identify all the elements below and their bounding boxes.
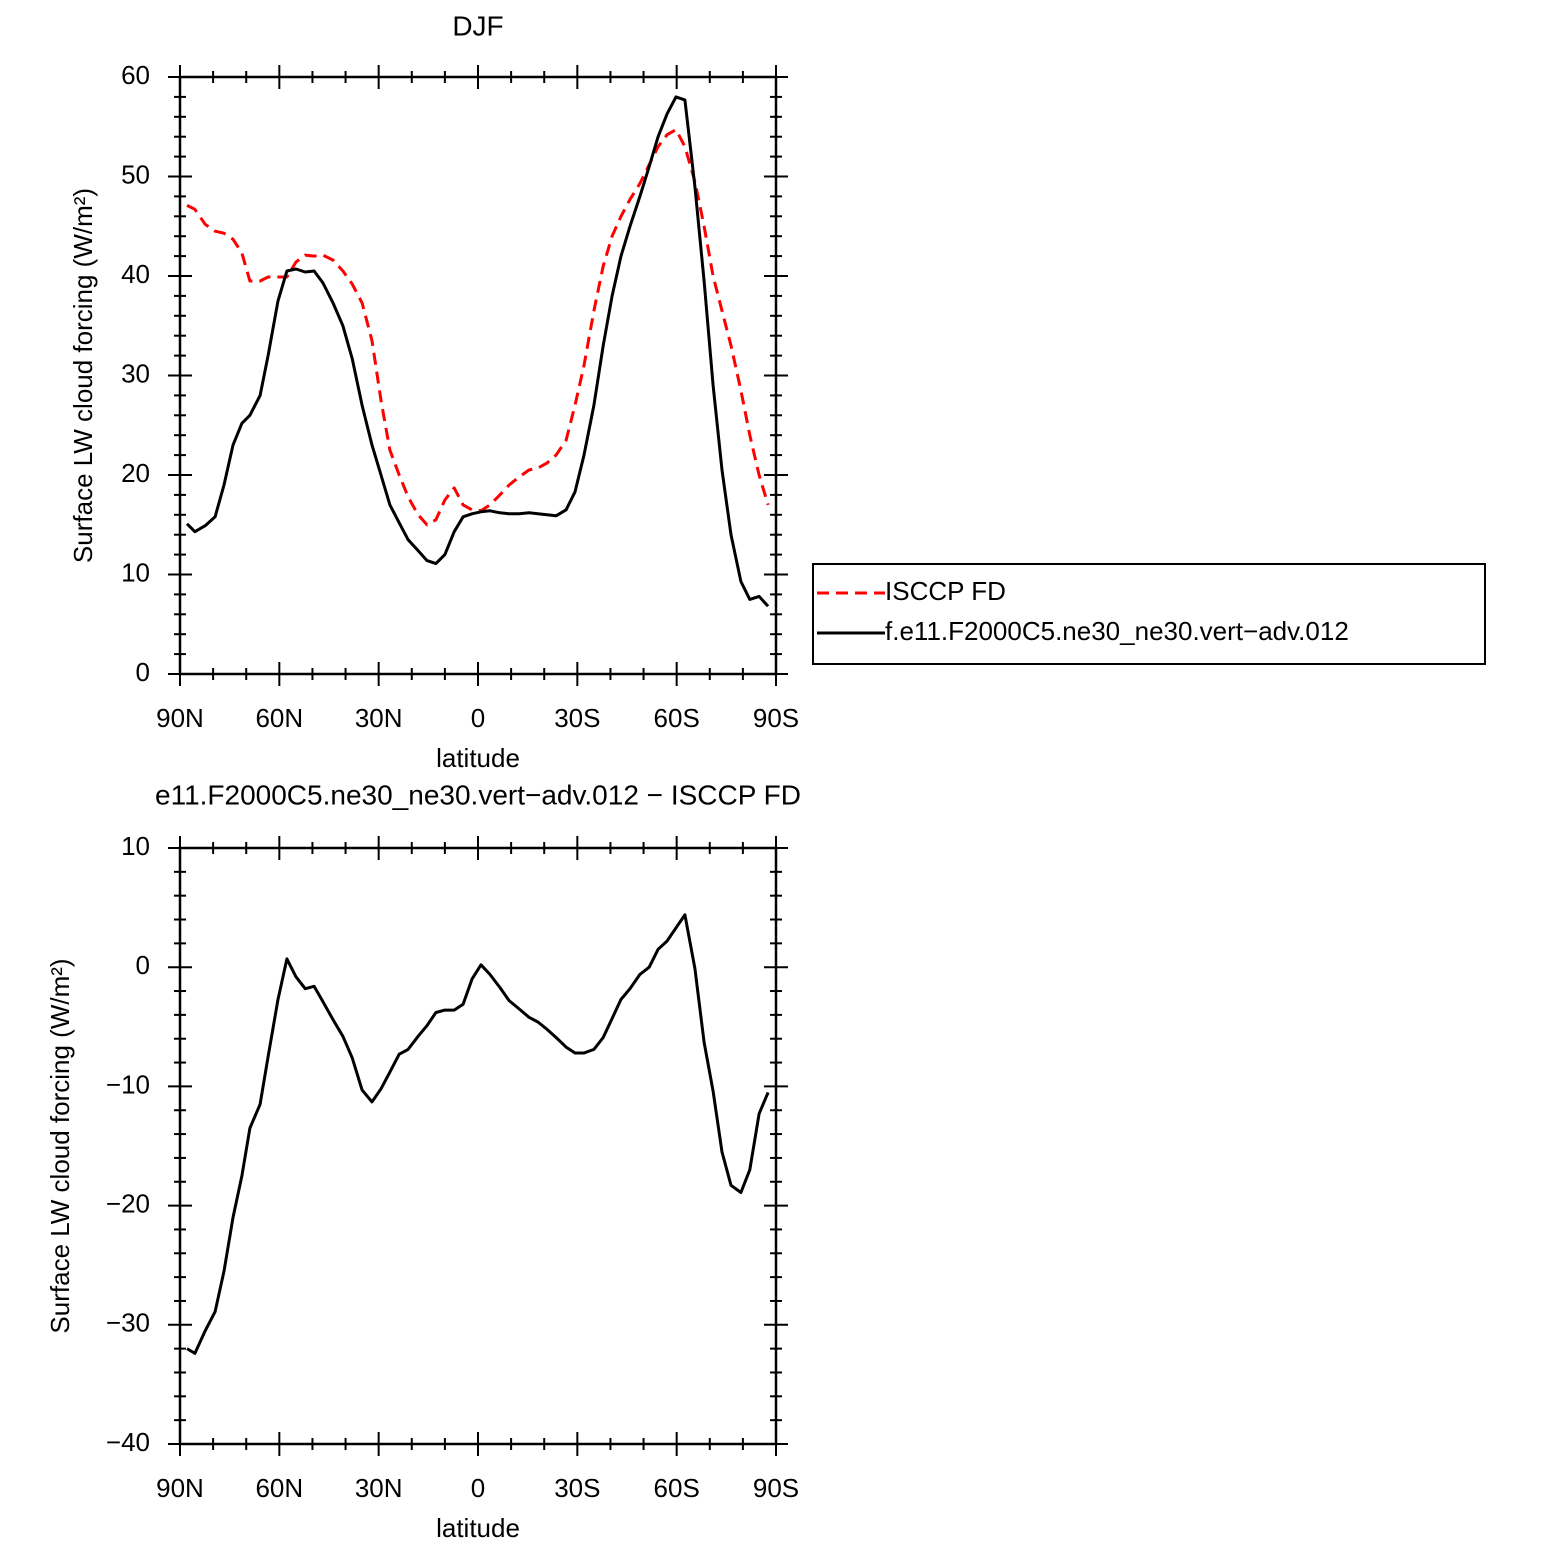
x-tick-label: 30S	[554, 1473, 600, 1503]
x-tick-label: 0	[471, 703, 485, 733]
series-line	[186, 128, 770, 527]
y-tick-label: 30	[121, 358, 150, 388]
y-axis-label: Surface LW cloud forcing (W/m²)	[68, 188, 98, 563]
x-tick-label: 90S	[753, 1473, 799, 1503]
y-tick-label: 0	[136, 950, 150, 980]
chart-title: e11.F2000C5.ne30_ne30.vert−adv.012 − ISC…	[155, 779, 801, 810]
y-tick-label: 20	[121, 458, 150, 488]
x-axis-label: latitude	[436, 743, 520, 773]
plot-frame	[178, 846, 778, 1446]
y-tick-label: −40	[106, 1427, 150, 1457]
x-tick-label: 60S	[654, 703, 700, 733]
y-tick-label: −30	[106, 1308, 150, 1338]
x-tick-label: 90N	[156, 703, 204, 733]
x-tick-label: 30S	[554, 703, 600, 733]
x-tick-label: 60N	[255, 703, 303, 733]
y-tick-label: 40	[121, 259, 150, 289]
series-line	[185, 95, 770, 608]
x-tick-label: 30N	[355, 1473, 403, 1503]
plot-frame	[178, 75, 778, 676]
legend-box	[812, 563, 1486, 665]
x-tick-label: 30N	[355, 703, 403, 733]
y-tick-label: −20	[106, 1188, 150, 1218]
legend-label: ISCCP FD	[885, 576, 1006, 606]
y-tick-label: 10	[121, 557, 150, 587]
x-tick-label: 0	[471, 1473, 485, 1503]
y-tick-label: −10	[106, 1069, 150, 1099]
legend-label: f.e11.F2000C5.ne30_ne30.vert−adv.012	[885, 616, 1349, 646]
y-tick-label: 60	[121, 60, 150, 90]
y-tick-label: 0	[136, 657, 150, 687]
x-axis-label: latitude	[436, 1513, 520, 1543]
x-tick-label: 60S	[654, 1473, 700, 1503]
y-tick-label: 10	[121, 831, 150, 861]
x-tick-label: 90N	[156, 1473, 204, 1503]
chart-title: DJF	[452, 10, 503, 41]
y-tick-label: 50	[121, 159, 150, 189]
y-axis-label: Surface LW cloud forcing (W/m²)	[45, 958, 75, 1333]
x-tick-label: 60N	[255, 1473, 303, 1503]
series-line	[186, 913, 770, 1355]
x-tick-label: 90S	[753, 703, 799, 733]
